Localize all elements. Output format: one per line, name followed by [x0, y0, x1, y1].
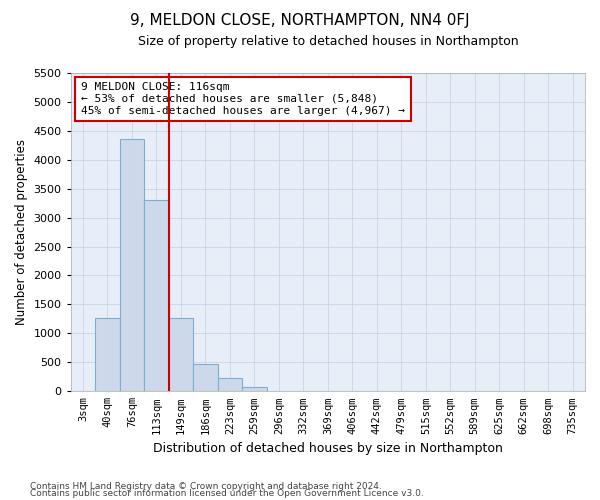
Text: 9 MELDON CLOSE: 116sqm
← 53% of detached houses are smaller (5,848)
45% of semi-: 9 MELDON CLOSE: 116sqm ← 53% of detached… [81, 82, 405, 116]
Bar [218, 378, 242, 392]
Title: Size of property relative to detached houses in Northampton: Size of property relative to detached ho… [137, 35, 518, 48]
Text: 9, MELDON CLOSE, NORTHAMPTON, NN4 0FJ: 9, MELDON CLOSE, NORTHAMPTON, NN4 0FJ [130, 12, 470, 28]
Bar [193, 364, 218, 392]
Bar [169, 318, 193, 392]
Bar [119, 140, 144, 392]
Bar [95, 318, 119, 392]
Bar [144, 200, 169, 392]
Text: Contains HM Land Registry data © Crown copyright and database right 2024.: Contains HM Land Registry data © Crown c… [30, 482, 382, 491]
Text: Contains public sector information licensed under the Open Government Licence v3: Contains public sector information licen… [30, 490, 424, 498]
X-axis label: Distribution of detached houses by size in Northampton: Distribution of detached houses by size … [153, 442, 503, 455]
Bar [242, 386, 266, 392]
Y-axis label: Number of detached properties: Number of detached properties [15, 139, 28, 325]
